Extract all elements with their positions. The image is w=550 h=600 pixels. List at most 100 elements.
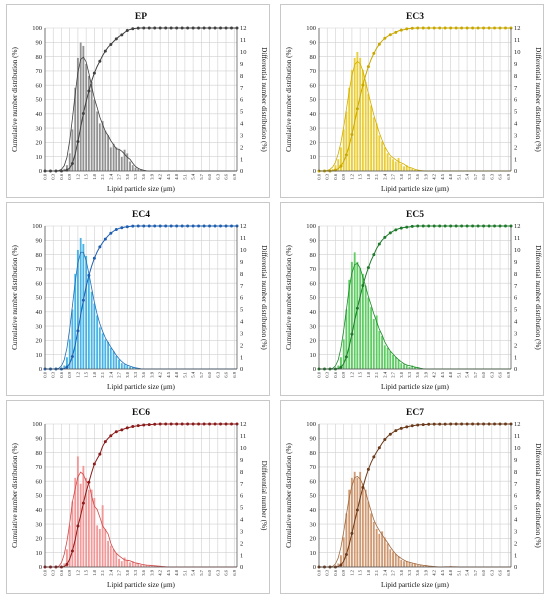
cumulative-point — [388, 432, 392, 436]
cumulative-point — [169, 26, 173, 30]
cumulative-points — [317, 422, 513, 569]
y-tick-label: 20 — [36, 338, 43, 345]
x-tick-label: 6.0 — [481, 569, 486, 575]
y-tick-label: 50 — [310, 493, 317, 500]
y2-tick-label: 0 — [514, 366, 517, 373]
y-axis-label: Cumulative number distribution (%) — [11, 244, 19, 349]
chart-title: EC3 — [406, 12, 424, 22]
x-tick-label: 2.7 — [391, 569, 396, 575]
y2-tick-label: 1 — [240, 156, 243, 163]
x-tick-label: 5.4 — [465, 569, 470, 575]
cumulative-point — [504, 422, 508, 426]
y2-tick-label: 7 — [240, 283, 244, 290]
bar — [389, 351, 392, 370]
bar — [115, 355, 118, 370]
bar — [87, 489, 91, 568]
cumulative-point — [454, 422, 458, 426]
x-tick-label: 2.4 — [382, 371, 387, 377]
cumulative-point — [460, 224, 464, 228]
x-tick-label: 1.5 — [84, 371, 89, 377]
x-tick-label: 0.6 — [59, 371, 64, 377]
cumulative-point — [449, 224, 453, 228]
x-tick-label: 3.9 — [423, 569, 428, 575]
bar — [84, 63, 88, 172]
y2-tick-label: 10 — [514, 445, 521, 452]
cumulative-point — [405, 225, 409, 229]
cumulative-point — [87, 89, 91, 93]
bar — [79, 483, 82, 568]
bar — [95, 525, 99, 568]
x-tick-label: 2.1 — [100, 173, 105, 179]
y-axis-label: Cumulative number distribution (%) — [11, 442, 19, 547]
cumulative-point — [366, 467, 370, 471]
bar — [364, 285, 367, 370]
x-tick-label: 3.0 — [399, 569, 404, 575]
y2-tick-label: 4 — [514, 121, 518, 128]
cumulative-point — [219, 422, 223, 426]
x-tick-label: 6.9 — [232, 173, 237, 179]
x-tick-label: 2.4 — [382, 569, 387, 575]
chart-title: EC4 — [132, 210, 150, 220]
x-tick-label: 4.2 — [432, 173, 437, 179]
y-axis-label: Cumulative number distribution (%) — [285, 442, 293, 547]
bar — [353, 57, 356, 172]
y2-tick-label: 1 — [240, 354, 243, 361]
cumulative-point — [443, 26, 447, 30]
x-tick-label: 6.6 — [498, 173, 503, 179]
cumulative-point — [350, 531, 354, 535]
x-tick-label: 1.2 — [75, 569, 80, 575]
bar — [391, 551, 395, 568]
cumulative-point — [482, 224, 486, 228]
x-axis-label: Lipid particle size (μm) — [107, 581, 176, 589]
x-tick-label: 0.6 — [333, 173, 338, 179]
y-tick-label: 0 — [39, 168, 42, 175]
bar — [408, 562, 411, 568]
cumulative-point — [125, 426, 129, 430]
y-tick-label: 10 — [36, 352, 43, 359]
bar — [402, 560, 406, 568]
bar — [367, 93, 370, 172]
x-tick-label: 1.2 — [349, 173, 354, 179]
bar — [120, 156, 123, 172]
cumulative-point — [202, 26, 206, 30]
y2-tick-label: 5 — [240, 307, 243, 314]
cumulative-point — [372, 455, 376, 459]
y-tick-label: 60 — [310, 82, 317, 89]
cumulative-point — [191, 26, 195, 30]
x-tick-label: 0.3 — [325, 173, 330, 179]
x-tick-label: 3.0 — [125, 173, 130, 179]
y-tick-label: 50 — [36, 295, 43, 302]
cumulative-point — [153, 224, 157, 228]
cumulative-point — [438, 224, 442, 228]
y2-tick-label: 1 — [514, 354, 517, 361]
x-tick-label: 0.0 — [43, 569, 48, 575]
cumulative-point — [87, 480, 91, 484]
y-tick-label: 10 — [36, 550, 43, 557]
cumulative-point — [169, 422, 173, 426]
cumulative-point — [432, 224, 436, 228]
y2-axis-label: Differential number distribution (%) — [534, 47, 542, 152]
x-tick-label: 6.0 — [481, 371, 486, 377]
x-tick-label: 3.6 — [415, 371, 420, 377]
y2-tick-label: 10 — [514, 49, 521, 56]
cumulative-point — [175, 422, 179, 426]
y-tick-label: 100 — [306, 421, 316, 428]
y-tick-label: 40 — [36, 111, 43, 118]
bar — [93, 303, 96, 370]
y-tick-label: 30 — [36, 125, 43, 132]
y2-tick-label: 9 — [240, 259, 243, 266]
bar — [90, 489, 93, 568]
x-tick-label: 3.3 — [407, 173, 412, 179]
y2-tick-label: 6 — [240, 493, 244, 500]
x-tick-label: 0.6 — [59, 173, 64, 179]
bar — [383, 345, 387, 370]
x-tick-label: 0.3 — [51, 371, 56, 377]
y2-axis-label: Differential number distribution (%) — [260, 245, 268, 350]
bar — [84, 255, 88, 370]
y-tick-label: 90 — [36, 436, 43, 443]
cumulative-point — [136, 424, 140, 428]
x-tick-label: 2.1 — [374, 569, 379, 575]
bar — [400, 559, 403, 568]
cumulative-point — [142, 423, 146, 427]
cumulative-point — [388, 33, 392, 37]
